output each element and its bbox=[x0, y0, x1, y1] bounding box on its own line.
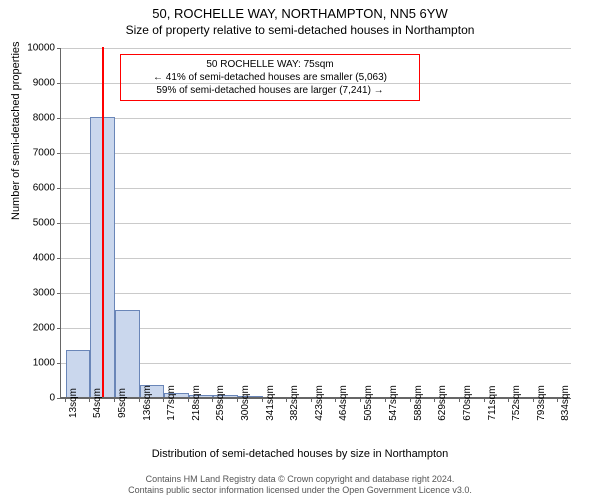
xtick-mark bbox=[212, 398, 213, 402]
ytick-mark bbox=[57, 48, 61, 49]
xtick-mark bbox=[163, 398, 164, 402]
ytick-label: 7000 bbox=[0, 148, 55, 159]
xtick-mark bbox=[188, 398, 189, 402]
ytick-label: 1000 bbox=[0, 358, 55, 369]
ytick-label: 2000 bbox=[0, 323, 55, 334]
xtick-mark bbox=[508, 398, 509, 402]
xtick-label: 588sqm bbox=[413, 385, 424, 421]
gridline bbox=[61, 258, 571, 259]
xtick-label: 464sqm bbox=[338, 385, 349, 421]
xtick-mark bbox=[335, 398, 336, 402]
gridline bbox=[61, 293, 571, 294]
ytick-mark bbox=[57, 328, 61, 329]
xtick-mark bbox=[484, 398, 485, 402]
xtick-mark bbox=[410, 398, 411, 402]
ytick-label: 10000 bbox=[0, 43, 55, 54]
plot-area: 50 ROCHELLE WAY: 75sqm ← 41% of semi-det… bbox=[60, 48, 570, 398]
xtick-label: 793sqm bbox=[536, 385, 547, 421]
xtick-label: 711sqm bbox=[487, 386, 498, 421]
xtick-mark bbox=[89, 398, 90, 402]
xtick-mark bbox=[533, 398, 534, 402]
ytick-label: 5000 bbox=[0, 218, 55, 229]
property-marker-line bbox=[102, 47, 104, 397]
xtick-label: 752sqm bbox=[511, 385, 522, 421]
xtick-label: 218sqm bbox=[191, 385, 202, 421]
xtick-label: 629sqm bbox=[437, 385, 448, 421]
annotation-line3: 59% of semi-detached houses are larger (… bbox=[127, 84, 413, 97]
ytick-label: 8000 bbox=[0, 113, 55, 124]
xtick-mark bbox=[557, 398, 558, 402]
xtick-label: 341sqm bbox=[265, 385, 276, 421]
xtick-mark bbox=[139, 398, 140, 402]
ytick-mark bbox=[57, 363, 61, 364]
gridline bbox=[61, 118, 571, 119]
ytick-label: 3000 bbox=[0, 288, 55, 299]
xtick-label: 423sqm bbox=[314, 385, 325, 421]
xtick-label: 505sqm bbox=[363, 385, 374, 421]
xtick-mark bbox=[311, 398, 312, 402]
gridline bbox=[61, 48, 571, 49]
ytick-label: 4000 bbox=[0, 253, 55, 264]
ytick-mark bbox=[57, 153, 61, 154]
address-title: 50, ROCHELLE WAY, NORTHAMPTON, NN5 6YW bbox=[0, 0, 600, 21]
x-axis-label: Distribution of semi-detached houses by … bbox=[0, 448, 600, 460]
ytick-mark bbox=[57, 258, 61, 259]
chart-container: 50, ROCHELLE WAY, NORTHAMPTON, NN5 6YW S… bbox=[0, 0, 600, 500]
annotation-line1: 50 ROCHELLE WAY: 75sqm bbox=[127, 58, 413, 71]
xtick-label: 13sqm bbox=[68, 388, 79, 418]
annotation-box: 50 ROCHELLE WAY: 75sqm ← 41% of semi-det… bbox=[120, 54, 420, 101]
ytick-label: 6000 bbox=[0, 183, 55, 194]
xtick-label: 259sqm bbox=[215, 385, 226, 421]
xtick-mark bbox=[360, 398, 361, 402]
xtick-mark bbox=[237, 398, 238, 402]
xtick-label: 54sqm bbox=[92, 388, 103, 418]
xtick-label: 177sqm bbox=[166, 385, 177, 421]
gridline bbox=[61, 188, 571, 189]
xtick-label: 670sqm bbox=[462, 385, 473, 421]
annotation-line2: ← 41% of semi-detached houses are smalle… bbox=[127, 71, 413, 84]
xtick-label: 300sqm bbox=[240, 385, 251, 421]
footer-attribution: Contains HM Land Registry data © Crown c… bbox=[0, 474, 600, 496]
footer-line1: Contains HM Land Registry data © Crown c… bbox=[0, 474, 600, 485]
histogram-bar bbox=[115, 310, 140, 398]
xtick-label: 95sqm bbox=[117, 388, 128, 418]
gridline bbox=[61, 223, 571, 224]
ytick-label: 0 bbox=[0, 393, 55, 404]
chart-subtitle: Size of property relative to semi-detach… bbox=[0, 21, 600, 37]
ytick-mark bbox=[57, 293, 61, 294]
xtick-mark bbox=[114, 398, 115, 402]
xtick-mark bbox=[434, 398, 435, 402]
xtick-label: 834sqm bbox=[560, 385, 571, 421]
ytick-mark bbox=[57, 188, 61, 189]
xtick-label: 136sqm bbox=[142, 385, 153, 421]
xtick-label: 547sqm bbox=[388, 385, 399, 421]
xtick-mark bbox=[385, 398, 386, 402]
footer-line2: Contains public sector information licen… bbox=[0, 485, 600, 496]
ytick-mark bbox=[57, 83, 61, 84]
ytick-mark bbox=[57, 398, 61, 399]
xtick-mark bbox=[262, 398, 263, 402]
ytick-mark bbox=[57, 223, 61, 224]
xtick-mark bbox=[286, 398, 287, 402]
xtick-mark bbox=[65, 398, 66, 402]
xtick-label: 382sqm bbox=[289, 385, 300, 421]
ytick-mark bbox=[57, 118, 61, 119]
xtick-mark bbox=[459, 398, 460, 402]
gridline bbox=[61, 153, 571, 154]
ytick-label: 9000 bbox=[0, 78, 55, 89]
